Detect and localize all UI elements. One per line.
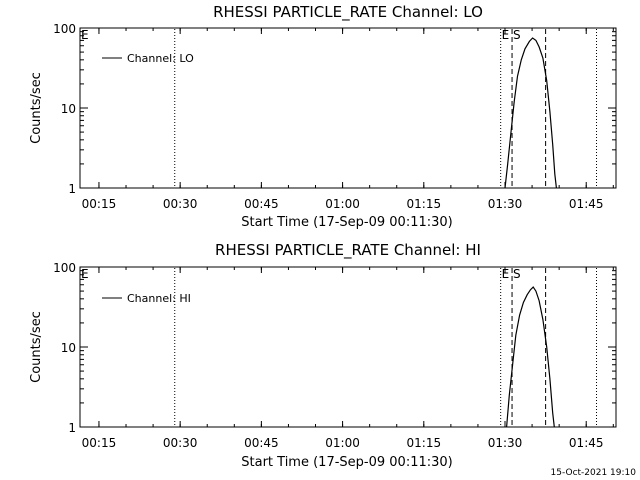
x-tick-label: 01:15	[407, 436, 442, 450]
event-label: E	[502, 267, 510, 281]
x-tick-label: 01:45	[569, 436, 604, 450]
event-label: E	[81, 28, 89, 42]
y-tick-label: 1	[68, 421, 76, 435]
event-label: E	[81, 267, 89, 281]
chart-title: RHESSI PARTICLE_RATE Channel: HI	[215, 241, 481, 260]
x-tick-label: 01:00	[325, 197, 360, 211]
x-tick-label: 01:30	[488, 436, 523, 450]
event-label: S	[513, 267, 521, 281]
y-tick-label: 1	[68, 182, 76, 196]
x-tick-label: 00:15	[82, 436, 117, 450]
y-tick-label: 10	[61, 102, 76, 116]
event-label: E	[502, 28, 510, 42]
x-tick-label: 00:45	[244, 197, 279, 211]
chart-panel-hi: RHESSI PARTICLE_RATE Channel: HI Counts/…	[29, 241, 617, 470]
x-tick-label: 01:45	[569, 197, 604, 211]
y-axis-label: Counts/sec	[29, 311, 44, 383]
x-tick-label: 01:30	[488, 197, 523, 211]
x-axis-label: Start Time (17-Sep-09 00:11:30)	[241, 215, 452, 230]
y-tick-label: 100	[53, 261, 76, 275]
y-axis-label: Counts/sec	[29, 72, 44, 144]
x-tick-label: 00:30	[163, 436, 198, 450]
footer-timestamp: 15-Oct-2021 19:10	[551, 468, 637, 478]
legend-label: Channel: HI	[127, 292, 191, 305]
x-tick-label: 00:15	[82, 197, 117, 211]
series-line	[504, 37, 557, 189]
event-label: S	[513, 28, 521, 42]
x-tick-label: 00:30	[163, 197, 198, 211]
y-tick-label: 100	[53, 22, 76, 36]
chart-panel-lo: RHESSI PARTICLE_RATE Channel: LO Counts/…	[29, 3, 617, 230]
x-tick-label: 01:00	[325, 436, 360, 450]
chart-title: RHESSI PARTICLE_RATE Channel: LO	[213, 3, 483, 22]
x-axis-label: Start Time (17-Sep-09 00:11:30)	[241, 455, 452, 470]
x-tick-label: 00:45	[244, 436, 279, 450]
x-tick-label: 01:15	[407, 197, 442, 211]
series-line	[506, 286, 555, 428]
y-tick-label: 10	[61, 341, 76, 355]
legend-label: Channel: LO	[127, 52, 194, 65]
